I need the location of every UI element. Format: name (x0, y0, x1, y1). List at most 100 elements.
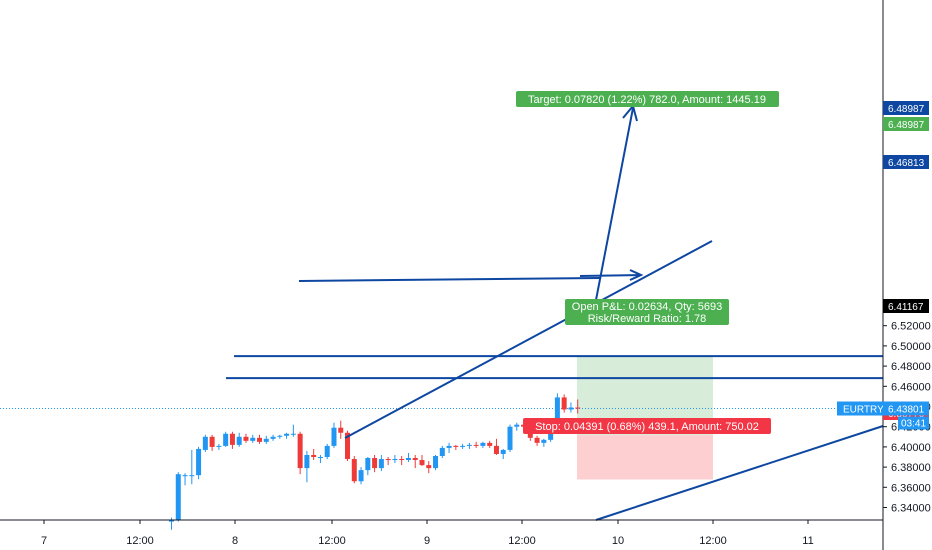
price-tick-label: 6.40000 (891, 442, 931, 454)
candle (297, 433, 303, 469)
price-tag-current-bg (883, 401, 929, 416)
stop-label-box (523, 418, 771, 434)
trend-lines (298, 103, 884, 521)
candle (372, 458, 378, 469)
candle (358, 470, 364, 482)
candle (324, 445, 330, 457)
time-tick-label: 12:00 (318, 535, 346, 547)
candle (236, 436, 242, 445)
wedge-arrow[interactable] (579, 274, 641, 277)
candle (229, 433, 235, 445)
time-axis[interactable]: 7 12:00 8 12:00 9 12:00 10 12:00 11 (41, 520, 814, 547)
price-tag-last-bg (883, 299, 929, 313)
time-tick-label: 11 (802, 535, 813, 547)
candle (480, 442, 486, 446)
candle (439, 447, 445, 456)
target-arrow[interactable] (595, 107, 634, 301)
candle (263, 438, 269, 442)
candle (554, 397, 560, 424)
position-labels: Target: 0.07820 (1.22%) 782.0, Amount: 1… (516, 91, 779, 434)
candle (311, 454, 317, 457)
price-tag-mid-bg (883, 155, 929, 169)
candle (290, 433, 296, 435)
price-tag-target: 6.48987 (888, 120, 925, 131)
price-tick-label: 6.38000 (891, 462, 931, 474)
bar-timer: 03:41 (901, 419, 926, 430)
candle (189, 475, 195, 477)
price-tick-label: 6.46000 (891, 381, 931, 393)
wedge-upper-line[interactable] (298, 277, 601, 282)
candle (284, 433, 290, 436)
horizontal-lines (0, 355, 883, 410)
price-tag-upper-bg (883, 101, 929, 115)
candle (351, 459, 357, 482)
wedge-arrow-head (629, 269, 644, 281)
candle (216, 445, 222, 447)
candle (405, 458, 411, 461)
risk-reward-label: Risk/Reward Ratio: 1.78 (588, 313, 707, 325)
wedge-lower-line[interactable] (344, 240, 713, 439)
time-tick-label: 10 (612, 535, 624, 547)
candle (561, 397, 567, 410)
candle (487, 442, 493, 446)
time-tick-label: 12:00 (508, 535, 536, 547)
price-tag-mid: 6.46813 (888, 158, 925, 169)
candle (277, 435, 283, 437)
candle (493, 445, 499, 454)
candle (250, 437, 256, 441)
candle (453, 445, 459, 447)
candle (223, 433, 229, 446)
price-tick-label: 6.48000 (891, 361, 931, 373)
candle (202, 436, 208, 450)
candle (399, 459, 405, 461)
pnl-label-box (565, 299, 729, 325)
price-tags: 6.489876.489876.468136.411676.36776EURTR… (837, 101, 929, 430)
price-tag-last: 6.41167 (888, 302, 924, 313)
candle (257, 437, 263, 442)
candle (392, 459, 398, 461)
stop-label: Stop: 0.04391 (0.68%) 439.1, Amount: 750… (535, 421, 759, 433)
candle (243, 436, 249, 441)
candle (378, 459, 384, 469)
candle (169, 519, 174, 522)
candle (507, 426, 513, 450)
bar-timer-bg (898, 416, 929, 430)
price-tag-target-bg (883, 117, 929, 131)
price-tag-upper: 6.48987 (888, 104, 925, 115)
candle (514, 424, 520, 427)
target-label: Target: 0.07820 (1.22%) 782.0, Amount: 1… (528, 94, 766, 106)
candle (196, 448, 202, 476)
candle (412, 458, 418, 461)
symbol-tag: EURTRY (843, 405, 884, 416)
time-tick-label: 9 (424, 535, 430, 547)
pnl-label: Open P&L: 0.02634, Qty: 5693 (572, 301, 722, 313)
price-tick-label: 6.52000 (891, 321, 931, 333)
candle (182, 475, 188, 477)
price-tick-label: 6.36000 (891, 482, 931, 494)
candle (466, 444, 472, 446)
candle (473, 444, 479, 446)
candle (304, 454, 310, 469)
time-tick-label: 8 (232, 535, 238, 547)
candle (541, 439, 547, 443)
time-tick-label: 12:00 (126, 535, 154, 547)
candle (446, 445, 452, 448)
candle (460, 445, 466, 447)
price-tick-label: 6.50000 (891, 341, 931, 353)
loss-zone (577, 435, 713, 480)
time-tick-label: 7 (41, 535, 47, 547)
position-zones (577, 356, 713, 480)
price-tag-current: 6.43801 (888, 405, 925, 416)
candle (365, 458, 371, 471)
candle (270, 436, 276, 439)
long-trend-line[interactable] (595, 425, 884, 521)
candle (209, 436, 215, 447)
time-tick-label: 12:00 (699, 535, 727, 547)
candle (338, 427, 344, 433)
candle (385, 459, 391, 461)
candle (433, 455, 439, 469)
candle (419, 460, 425, 466)
